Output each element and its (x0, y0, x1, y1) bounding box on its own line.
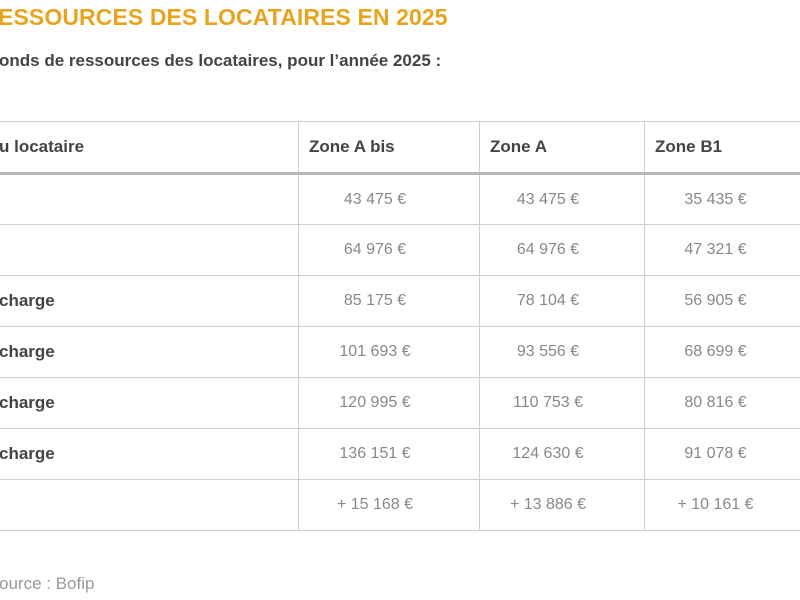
cell-zone-b1: 35 435 € (644, 173, 800, 225)
cell-zone-b1: 91 078 € (644, 428, 800, 480)
row-label: charge (0, 275, 299, 327)
header-zone-a: Zone A (479, 121, 645, 175)
cell-zone-a-bis: 120 995 € (298, 377, 480, 429)
cell-zone-b1: 47 321 € (644, 224, 800, 276)
table-row: charge 120 995 € 110 753 € 80 816 € (0, 377, 800, 429)
header-zone-a-bis: Zone A bis (298, 121, 480, 175)
intro-text: onds de ressources des locataires, pour … (0, 51, 442, 70)
table-header-row: u locataire Zone A bis Zone A Zone B1 (0, 121, 800, 175)
cell-zone-a-bis: 101 693 € (298, 326, 480, 378)
cell-zone-a: 78 104 € (479, 275, 645, 327)
row-label: charge (0, 428, 299, 480)
cell-zone-a: + 13 886 € (479, 479, 645, 531)
cell-zone-a-bis: + 15 168 € (298, 479, 480, 531)
income-ceiling-table: u locataire Zone A bis Zone A Zone B1 43… (0, 121, 800, 531)
row-label: charge (0, 326, 299, 378)
cell-zone-a: 110 753 € (479, 377, 645, 429)
row-label: charge (0, 377, 299, 429)
table-row: charge 85 175 € 78 104 € 56 905 € (0, 275, 800, 327)
table-row: 64 976 € 64 976 € 47 321 € (0, 224, 800, 276)
cell-zone-b1: + 10 161 € (644, 479, 800, 531)
table-row: 43 475 € 43 475 € 35 435 € (0, 173, 800, 225)
cell-zone-b1: 80 816 € (644, 377, 800, 429)
cell-zone-b1: 68 699 € (644, 326, 800, 378)
table-row: charge 136 151 € 124 630 € 91 078 € (0, 428, 800, 480)
cell-zone-a-bis: 43 475 € (298, 173, 480, 225)
cell-zone-a-bis: 64 976 € (298, 224, 480, 276)
cell-zone-a: 124 630 € (479, 428, 645, 480)
table-row: charge 101 693 € 93 556 € 68 699 € (0, 326, 800, 378)
source-note: ource : Bofip (0, 574, 95, 593)
row-label (0, 224, 299, 276)
header-household-composition: u locataire (0, 121, 299, 175)
header-zone-b1: Zone B1 (644, 121, 800, 175)
row-label (0, 479, 299, 531)
cell-zone-b1: 56 905 € (644, 275, 800, 327)
table-row: + 15 168 € + 13 886 € + 10 161 € (0, 479, 800, 531)
cell-zone-a: 64 976 € (479, 224, 645, 276)
cell-zone-a: 43 475 € (479, 173, 645, 225)
cell-zone-a-bis: 85 175 € (298, 275, 480, 327)
cell-zone-a-bis: 136 151 € (298, 428, 480, 480)
cell-zone-a: 93 556 € (479, 326, 645, 378)
row-label (0, 173, 299, 225)
section-title: ESSOURCES DES LOCATAIRES EN 2025 (0, 4, 448, 30)
